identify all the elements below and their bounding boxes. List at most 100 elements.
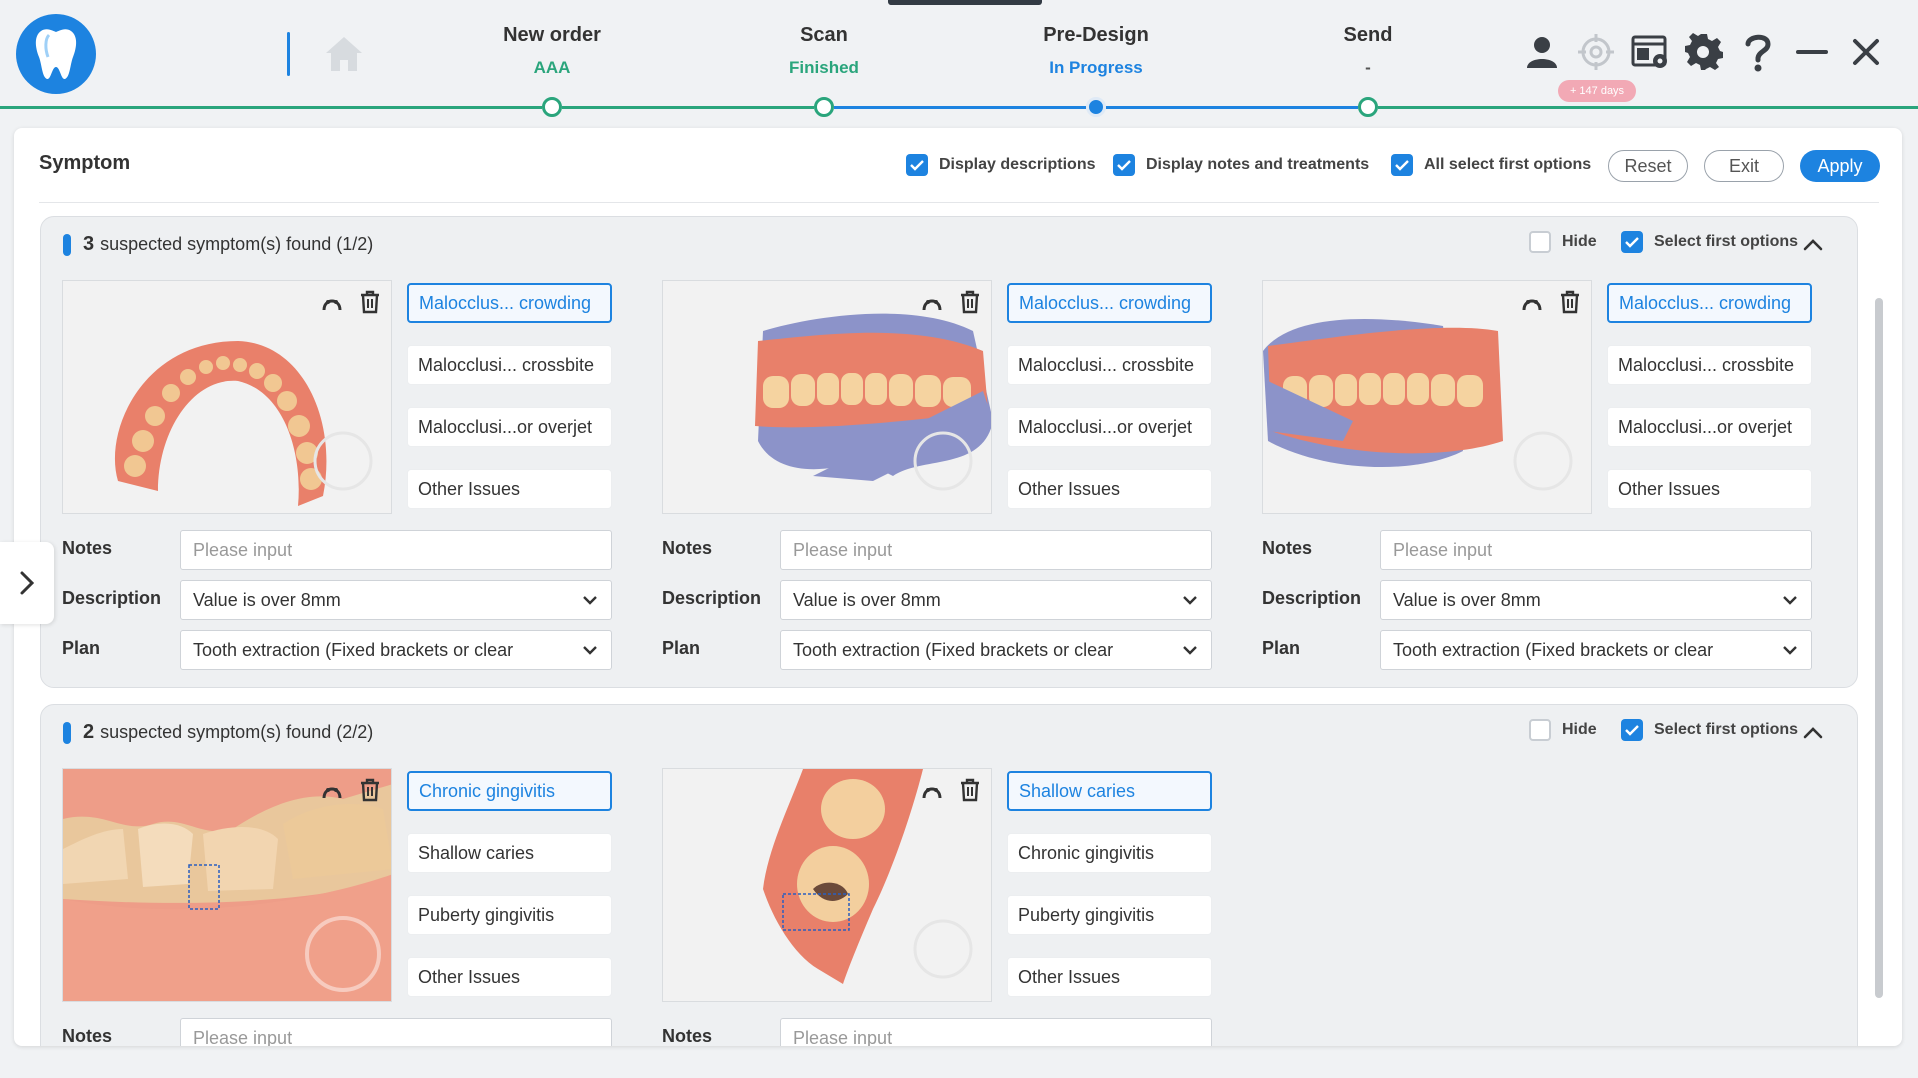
symptom-option[interactable]: Other Issues [1607,469,1812,509]
symptom-option[interactable]: Malocclus... crowding [407,283,612,323]
vertical-scrollbar[interactable] [1875,298,1883,998]
group-header: 2 suspected symptom(s) found (2/2) [63,721,373,744]
delete-icon[interactable] [357,777,383,803]
delete-icon[interactable] [957,777,983,803]
progress-track [0,97,1918,117]
scan-thumbnail[interactable] [662,768,992,1002]
symptom-option[interactable]: Malocclusi... crossbite [407,345,612,385]
delete-icon[interactable] [1557,289,1583,315]
target-icon[interactable] [1574,30,1618,74]
expand-sidebar-button[interactable] [0,542,54,624]
symptom-group: 2 suspected symptom(s) found (2/2) Hide … [40,704,1858,1046]
symptom-option[interactable]: Other Issues [407,469,612,509]
delete-icon[interactable] [357,289,383,315]
symptom-option[interactable]: Other Issues [1007,469,1212,509]
notes-input[interactable] [180,1018,612,1046]
notes-input[interactable] [1380,530,1812,570]
description-select[interactable]: Value is over 8mm [1380,580,1812,620]
window-settings-icon[interactable] [1628,30,1672,74]
step-new-order[interactable]: New order AAA [452,24,652,78]
hide-checkbox[interactable]: Hide [1529,231,1597,253]
jaw-view-icon[interactable] [1519,289,1545,315]
notes-row: Notes [662,1018,1212,1046]
plan-select[interactable]: Tooth extraction (Fixed brackets or clea… [180,630,612,670]
plan-label: Plan [1262,638,1301,658]
symptom-option[interactable]: Shallow caries [1007,771,1212,811]
trial-days-badge: + 147 days [1558,80,1636,102]
checkbox-checked [1621,719,1643,741]
symptom-option[interactable]: Chronic gingivitis [1007,833,1212,873]
notes-input[interactable] [780,1018,1212,1046]
exit-button[interactable]: Exit [1704,150,1784,182]
symptom-card: Malocclus... crowding Malocclusi... cros… [62,280,642,680]
symptom-option[interactable]: Malocclus... crowding [1607,283,1812,323]
scan-thumbnail[interactable] [662,280,992,514]
symptom-option[interactable]: Malocclusi...or overjet [1607,407,1812,447]
hide-checkbox[interactable]: Hide [1529,719,1597,741]
symptom-option[interactable]: Malocclus... crowding [1007,283,1212,323]
symptom-option[interactable]: Malocclusi... crossbite [1607,345,1812,385]
symptom-option[interactable]: Chronic gingivitis [407,771,612,811]
symptom-option[interactable]: Malocclusi...or overjet [407,407,612,447]
scan-thumbnail[interactable] [1262,280,1592,514]
symptom-list[interactable]: 3 suspected symptom(s) found (1/2) Hide … [14,203,1902,1046]
caries-scan-image [663,769,991,1001]
delete-icon[interactable] [957,289,983,315]
group-marker [63,233,71,256]
description-select[interactable]: Value is over 8mm [180,580,612,620]
reset-button[interactable]: Reset [1608,150,1688,182]
step-send[interactable]: Send - [1268,24,1468,78]
thumbnail-tools [919,289,983,315]
gear-icon[interactable] [1682,30,1726,74]
description-label: Description [62,588,162,608]
description-label: Description [662,588,762,608]
thumbnail-tools [1519,289,1583,315]
apply-button[interactable]: Apply [1800,150,1880,182]
scan-thumbnail[interactable] [62,280,392,514]
symptom-group: 3 suspected symptom(s) found (1/2) Hide … [40,216,1858,688]
step-pre-design[interactable]: Pre-Design In Progress [996,24,1196,78]
jaw-view-icon[interactable] [319,777,345,803]
close-icon[interactable] [1844,30,1888,74]
notes-label: Notes [1262,538,1313,558]
select-first-options-checkbox[interactable]: Select first options [1621,231,1798,253]
symptom-option[interactable]: Puberty gingivitis [407,895,612,935]
home-icon[interactable] [322,32,366,76]
app-logo [16,14,96,94]
scan-thumbnail[interactable] [62,768,392,1002]
checkbox-label: Hide [1562,233,1597,250]
plan-select[interactable]: Tooth extraction (Fixed brackets or clea… [780,630,1212,670]
description-select[interactable]: Value is over 8mm [780,580,1212,620]
notes-input[interactable] [180,530,612,570]
step-dot-send [1358,97,1378,117]
jaw-view-icon[interactable] [919,289,945,315]
jaw-view-icon[interactable] [319,289,345,315]
symptom-option[interactable]: Other Issues [407,957,612,997]
minimize-icon[interactable] [1790,30,1834,74]
symptom-option[interactable]: Puberty gingivitis [1007,895,1212,935]
display-notes-checkbox[interactable]: Display notes and treatments [1113,154,1369,176]
step-scan[interactable]: Scan Finished [724,24,924,78]
divider [39,202,1879,203]
user-icon[interactable] [1520,30,1564,74]
chevron-up-icon[interactable] [1801,721,1825,745]
display-descriptions-checkbox[interactable]: Display descriptions [906,154,1096,176]
chevron-up-icon[interactable] [1801,233,1825,257]
chevron-down-icon [1183,646,1197,655]
all-select-first-checkbox[interactable]: All select first options [1391,154,1591,176]
group-label: suspected symptom(s) found (1/2) [100,234,374,254]
checkbox-checked [1391,154,1413,176]
help-icon[interactable] [1736,30,1780,74]
description-label: Description [1262,588,1362,608]
top-bar: New order AAA Scan Finished Pre-Design I… [0,0,1918,117]
plan-select[interactable]: Tooth extraction (Fixed brackets or clea… [1380,630,1812,670]
symptom-option[interactable]: Other Issues [1007,957,1212,997]
symptom-option[interactable]: Malocclusi...or overjet [1007,407,1212,447]
checkbox-label: Hide [1562,721,1597,738]
notes-input[interactable] [780,530,1212,570]
window-drag-handle[interactable] [888,0,1042,5]
select-first-options-checkbox[interactable]: Select first options [1621,719,1798,741]
symptom-option[interactable]: Shallow caries [407,833,612,873]
jaw-view-icon[interactable] [919,777,945,803]
symptom-option[interactable]: Malocclusi... crossbite [1007,345,1212,385]
